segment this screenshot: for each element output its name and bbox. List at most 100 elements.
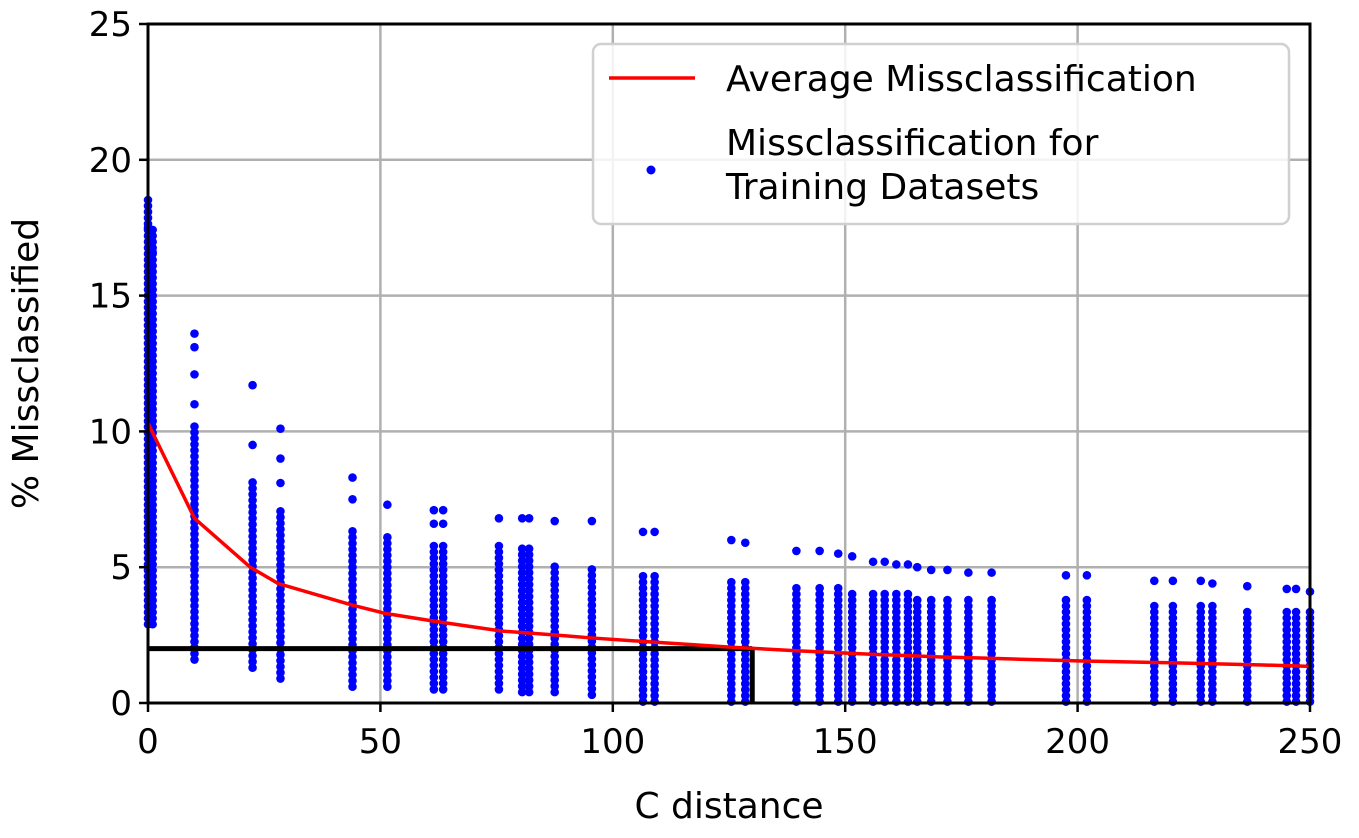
data-point [517, 550, 527, 560]
data-point [148, 602, 157, 611]
data-point [1196, 576, 1206, 586]
data-point [587, 612, 597, 622]
data-point [524, 622, 534, 631]
data-point [1242, 625, 1252, 635]
data-point [1061, 661, 1071, 671]
data-point [1282, 691, 1292, 700]
data-point [833, 643, 843, 653]
data-point [276, 478, 285, 488]
data-point [1082, 613, 1092, 623]
data-point [1242, 613, 1252, 623]
data-point [383, 556, 392, 566]
data-point [348, 556, 357, 566]
data-point [148, 572, 157, 581]
data-point [1168, 649, 1178, 659]
data-point [987, 649, 996, 659]
data-point [1291, 679, 1301, 689]
data-point [943, 637, 952, 647]
data-point [383, 616, 392, 626]
data-point [943, 625, 952, 635]
data-point [880, 667, 890, 677]
data-point [383, 658, 392, 668]
x-tick-label: 100 [580, 722, 645, 762]
data-point [383, 664, 392, 674]
data-point [276, 536, 285, 546]
data-point [438, 583, 448, 593]
data-point [926, 685, 936, 694]
data-point [892, 643, 901, 653]
data-point [587, 618, 597, 628]
data-point [847, 685, 857, 694]
data-point [383, 544, 392, 554]
data-point [880, 595, 890, 605]
data-point [276, 626, 285, 636]
data-point [1149, 637, 1159, 647]
data-point [190, 619, 199, 628]
data-point [868, 619, 878, 629]
data-point [964, 613, 973, 623]
data-point [1082, 661, 1092, 671]
data-point [815, 589, 824, 599]
data-point [833, 583, 843, 593]
data-point [880, 631, 890, 641]
data-point [148, 386, 157, 396]
data-point [1149, 691, 1159, 700]
data-point [1168, 643, 1178, 653]
data-point [248, 549, 257, 559]
data-point [943, 631, 952, 641]
data-point [348, 538, 357, 548]
data-point [847, 679, 857, 689]
data-point [815, 637, 824, 647]
data-point [248, 585, 257, 595]
data-point [348, 622, 357, 632]
data-point [1168, 637, 1178, 647]
data-point [190, 458, 199, 467]
data-point [550, 516, 559, 526]
data-point [964, 679, 973, 689]
data-point [1208, 601, 1217, 611]
data-point [276, 566, 285, 576]
data-point [727, 625, 736, 635]
data-point [429, 547, 439, 557]
data-point [148, 345, 157, 354]
data-point [148, 500, 157, 510]
data-point [912, 637, 922, 647]
data-point [833, 679, 843, 689]
data-point [383, 562, 392, 572]
data-point [815, 546, 824, 556]
data-point [903, 691, 913, 700]
data-point [550, 586, 559, 595]
data-point [550, 675, 559, 685]
data-point [650, 667, 659, 677]
data-point [148, 273, 157, 282]
data-point [550, 568, 559, 577]
data-point [903, 679, 913, 689]
data-point [517, 610, 527, 619]
data-point [1282, 649, 1292, 659]
data-point [524, 687, 534, 697]
data-point [650, 691, 659, 700]
data-point [727, 691, 736, 700]
data-point [190, 583, 199, 593]
data-point [987, 631, 996, 641]
data-point [847, 673, 857, 683]
data-point [964, 607, 973, 617]
data-point [248, 484, 257, 493]
data-point [190, 613, 199, 623]
data-point [943, 661, 952, 671]
data-point [1061, 685, 1071, 694]
data-point [429, 673, 439, 682]
data-point [638, 619, 648, 629]
data-point [1208, 691, 1217, 700]
data-point [740, 661, 750, 671]
data-point [943, 685, 952, 694]
data-point [550, 622, 559, 631]
data-point [587, 684, 597, 694]
data-point [276, 596, 285, 606]
data-point [148, 542, 157, 551]
data-point [276, 560, 285, 570]
data-point [517, 651, 527, 661]
data-point [1061, 673, 1071, 683]
data-point [550, 610, 559, 619]
data-point [833, 655, 843, 665]
